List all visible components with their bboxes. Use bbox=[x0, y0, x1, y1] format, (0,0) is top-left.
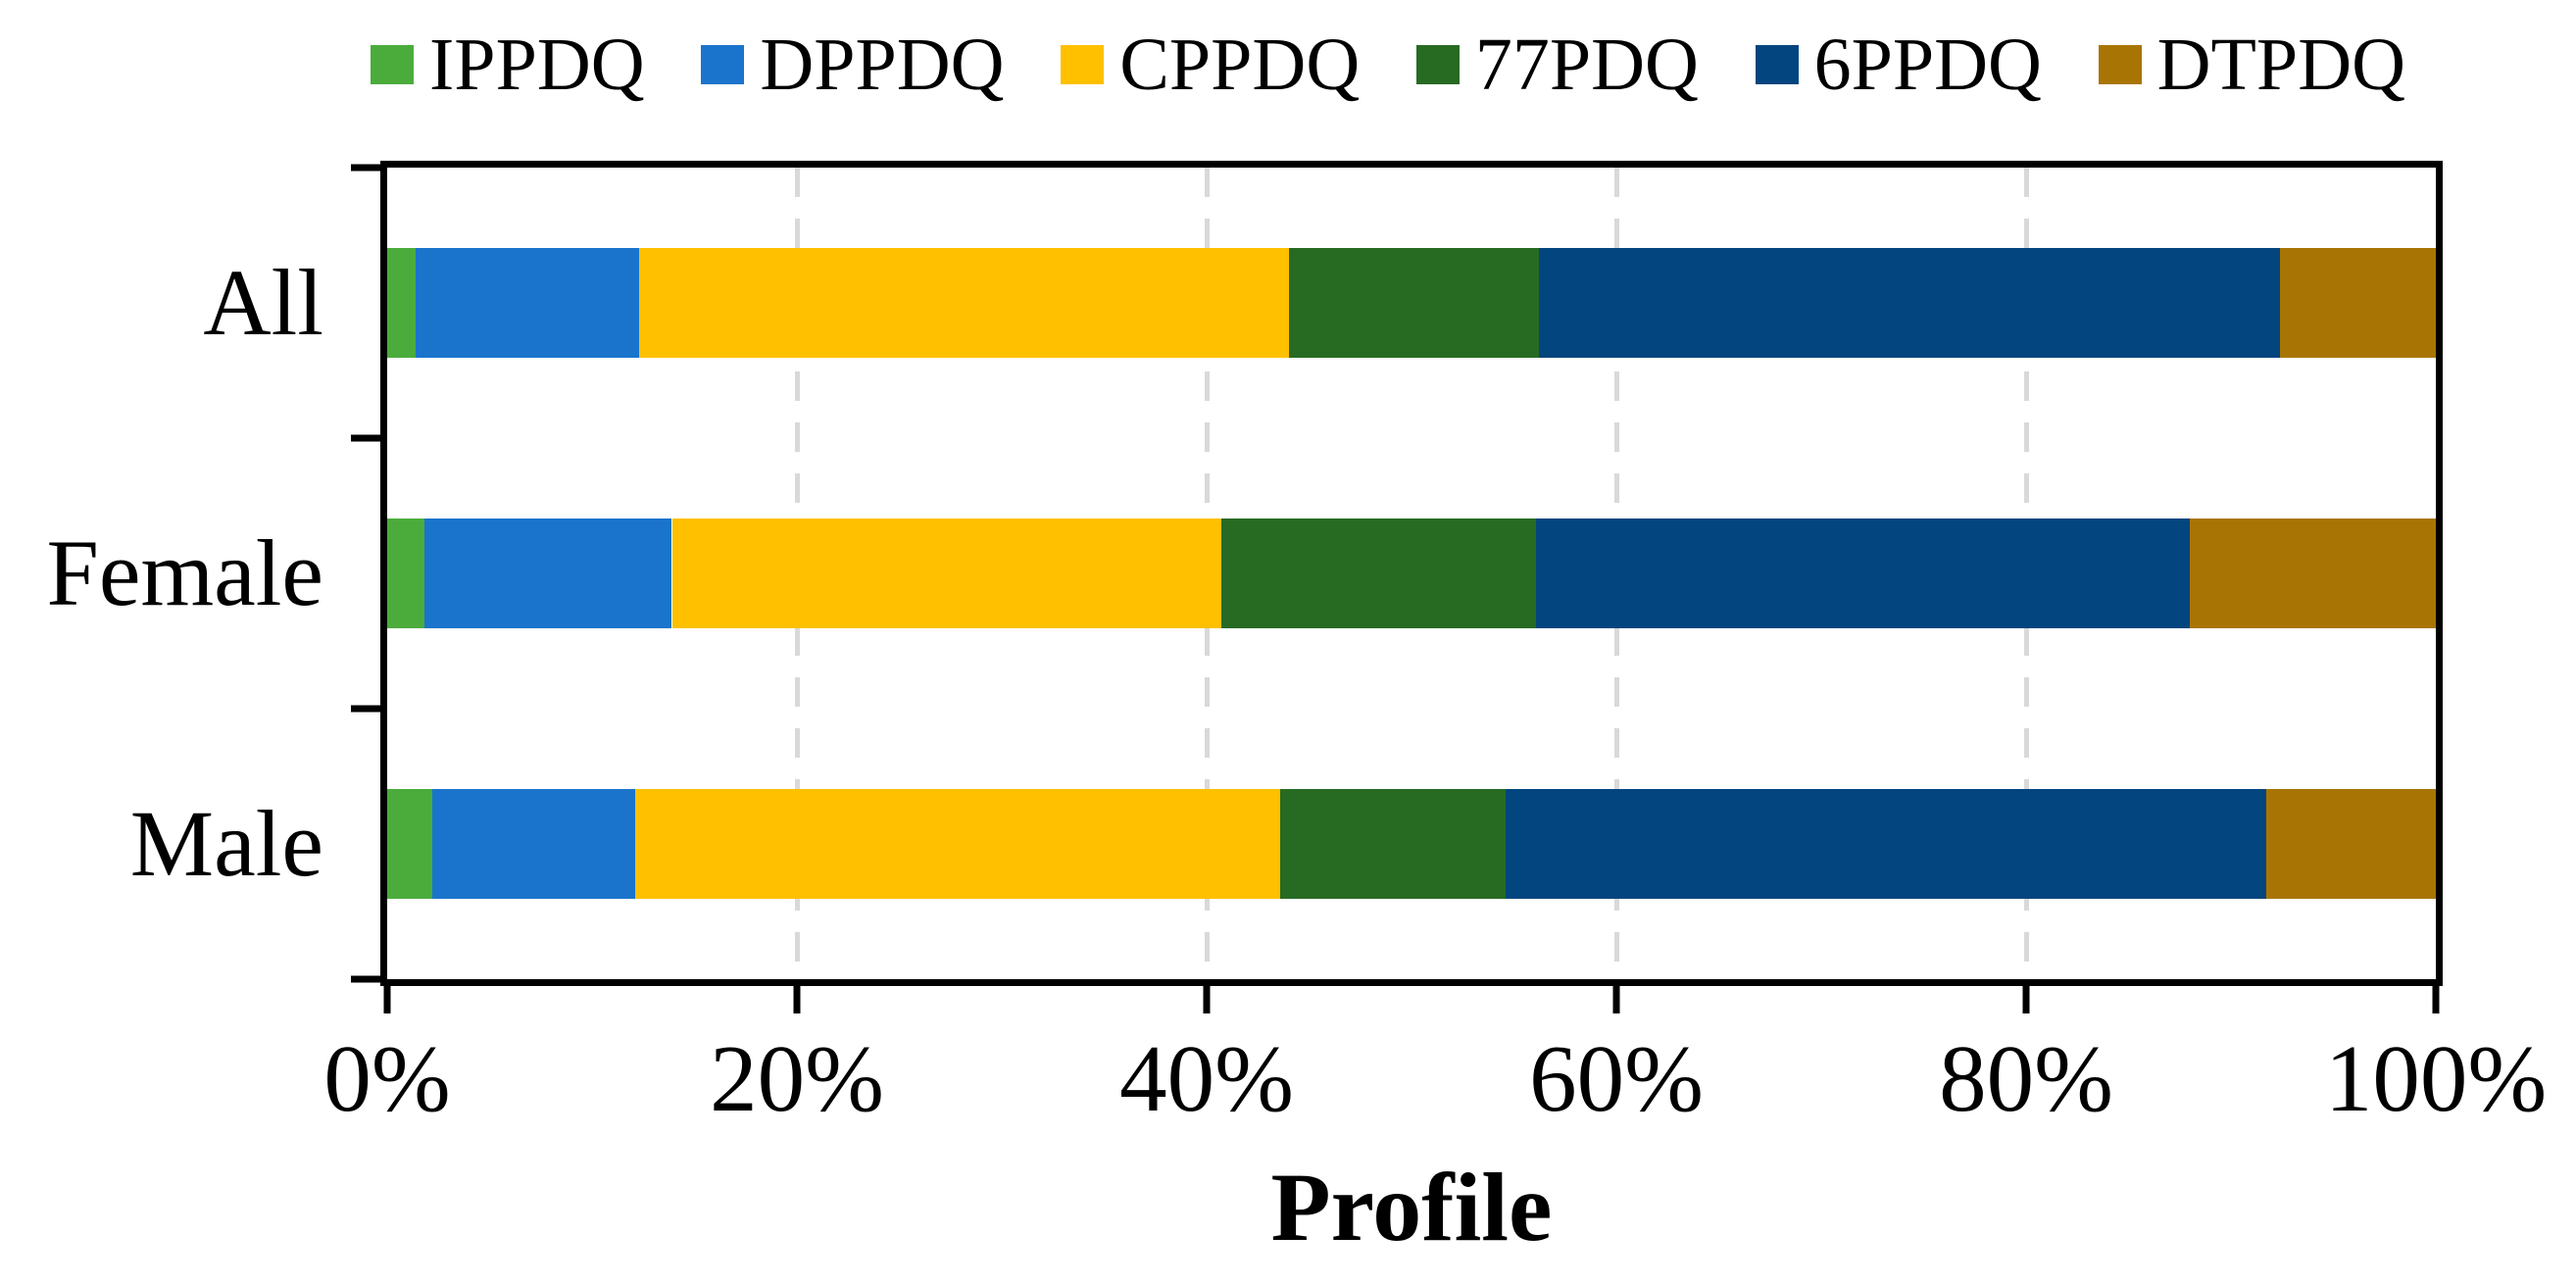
segment-female-77pdq bbox=[1220, 518, 1537, 628]
segment-male-dtpdq bbox=[2265, 788, 2436, 899]
segment-female-6ppdq bbox=[1536, 518, 2191, 628]
legend-item-ippdq: IPPDQ bbox=[371, 27, 645, 102]
xaxis-title: Profile bbox=[1270, 1153, 1553, 1261]
x-axis-tick-60% bbox=[1612, 986, 1620, 1013]
bar-all bbox=[387, 247, 2436, 358]
x-tick-label-20%: 20% bbox=[710, 1026, 884, 1131]
band-female bbox=[387, 438, 2436, 709]
segment-all-77pdq bbox=[1288, 247, 1539, 358]
category-label-male: Male bbox=[129, 791, 323, 896]
y-axis-tick-1 bbox=[351, 434, 380, 442]
legend-swatch-icon bbox=[701, 45, 745, 84]
bar-male bbox=[387, 788, 2436, 899]
segment-all-dppdq bbox=[416, 247, 640, 358]
legend-swatch-icon bbox=[2098, 45, 2142, 84]
legend-label: DTPDQ bbox=[2156, 24, 2405, 106]
x-axis-tick-80% bbox=[2022, 986, 2030, 1013]
plot-inner bbox=[351, 164, 2440, 1013]
x-tick-label-100%: 100% bbox=[2324, 1026, 2548, 1131]
category-label-all: All bbox=[203, 250, 323, 355]
legend-label: CPPDQ bbox=[1119, 24, 1361, 106]
segment-male-dppdq bbox=[431, 788, 635, 899]
segment-male-ippdq bbox=[387, 788, 432, 899]
segment-all-ippdq bbox=[387, 247, 417, 358]
legend-swatch-icon bbox=[1755, 45, 1799, 84]
legend-label: DPPDQ bbox=[760, 24, 1005, 106]
legend-item-77pdq: 77PDQ bbox=[1415, 24, 1699, 106]
segment-all-cppdq bbox=[639, 247, 1289, 358]
legend-swatch-icon bbox=[371, 45, 414, 84]
plot-area bbox=[351, 161, 2443, 1013]
bar-female bbox=[387, 518, 2436, 628]
x-tick-label-60%: 60% bbox=[1529, 1026, 1704, 1131]
legend-label: 6PPDQ bbox=[1813, 24, 2042, 106]
y-axis-tick-3 bbox=[351, 975, 380, 983]
segment-male-77pdq bbox=[1280, 788, 1507, 899]
legend-item-6ppdq: 6PPDQ bbox=[1755, 24, 2042, 106]
x-axis-tick-20% bbox=[793, 986, 801, 1013]
legend-swatch-icon bbox=[1061, 45, 1105, 84]
segment-all-dtpdq bbox=[2280, 247, 2436, 358]
y-axis-tick-2 bbox=[351, 705, 380, 713]
band-male bbox=[387, 709, 2436, 979]
x-tick-label-80%: 80% bbox=[1939, 1026, 2113, 1131]
segment-all-6ppdq bbox=[1538, 247, 2281, 358]
segment-female-dtpdq bbox=[2190, 518, 2436, 628]
x-axis-tick-0% bbox=[383, 986, 391, 1013]
x-axis-tick-100% bbox=[2432, 986, 2440, 1013]
x-axis-tick-40% bbox=[1203, 986, 1211, 1013]
segment-female-cppdq bbox=[671, 518, 1221, 628]
segment-male-6ppdq bbox=[1506, 788, 2266, 899]
band-all bbox=[387, 168, 2436, 438]
legend-item-cppdq: CPPDQ bbox=[1061, 27, 1360, 102]
legend-item-dtpdq: DTPDQ bbox=[2098, 24, 2405, 106]
legend-label: 77PDQ bbox=[1474, 24, 1699, 106]
legend-swatch-icon bbox=[1415, 45, 1460, 84]
segment-female-ippdq bbox=[387, 518, 424, 628]
segment-male-cppdq bbox=[634, 788, 1281, 899]
category-label-female: Female bbox=[46, 520, 323, 625]
x-tick-label-40%: 40% bbox=[1119, 1026, 1294, 1131]
x-tick-label-0%: 0% bbox=[323, 1026, 451, 1131]
legend-label: IPPDQ bbox=[429, 24, 645, 106]
legend-item-dppdq: DPPDQ bbox=[701, 24, 1005, 106]
legend: IPPDQ DPPDQ CPPDQ 77PDQ 6PPDQ DTPDQ bbox=[371, 14, 2405, 116]
segment-female-dppdq bbox=[423, 518, 672, 628]
y-axis-tick-0 bbox=[351, 164, 380, 172]
